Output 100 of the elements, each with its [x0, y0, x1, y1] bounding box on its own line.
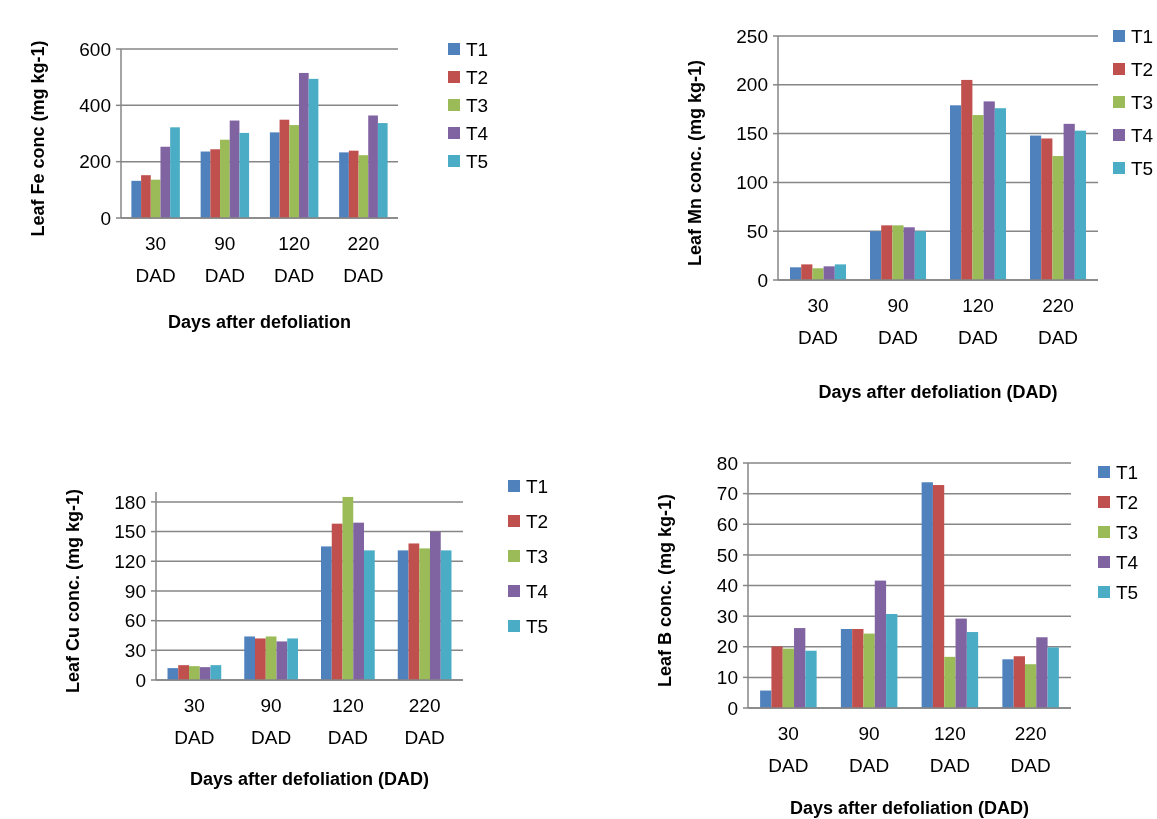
- y-tick-label: 70: [716, 483, 738, 505]
- bar: [812, 268, 824, 280]
- bar: [279, 119, 290, 218]
- bar: [131, 180, 142, 218]
- bar: [210, 149, 221, 218]
- legend-label: T1: [526, 475, 549, 497]
- bar: [955, 618, 967, 708]
- y-tick-label: 90: [124, 580, 146, 602]
- legend-label: T1: [466, 38, 489, 60]
- bar: [805, 650, 817, 708]
- bar: [794, 628, 806, 708]
- bar: [892, 225, 904, 280]
- bar: [289, 125, 299, 218]
- bar: [1063, 123, 1075, 280]
- y-tick-label: 0: [135, 669, 146, 691]
- bar: [771, 646, 783, 708]
- bar: [363, 550, 375, 680]
- y-axis-title: Leaf Mn conc. (mg kg-1): [685, 59, 705, 267]
- x-axis-title: Days after defoliation: [167, 312, 352, 332]
- bar: [834, 264, 846, 280]
- x-tick-label: 120 DAD: [327, 695, 368, 748]
- y-tick-label: 200: [79, 151, 111, 173]
- y-tick-label: 50: [716, 544, 738, 566]
- bar: [342, 496, 354, 680]
- bar: [870, 231, 882, 280]
- bar: [276, 641, 288, 680]
- bar: [287, 638, 298, 680]
- y-tick-label: 20: [716, 636, 738, 658]
- bar: [308, 78, 319, 218]
- x-tick-label: 30 DAD: [135, 233, 176, 286]
- bar: [353, 522, 364, 680]
- y-tick-label: 200: [736, 74, 768, 96]
- y-axis-title: Leaf B conc. (mg kg-1): [655, 493, 675, 688]
- bar: [1047, 647, 1059, 708]
- bar: [210, 665, 222, 680]
- legend-label: T2: [1131, 58, 1154, 80]
- y-tick-label: 150: [736, 123, 768, 145]
- bar: [782, 648, 795, 708]
- bar: [950, 105, 962, 280]
- bar: [321, 546, 332, 680]
- y-axis-title: Leaf Fe conc (mg kg-1): [28, 40, 48, 237]
- legend-label: T4: [1131, 124, 1154, 146]
- x-tick-label: 30 DAD: [174, 695, 215, 748]
- bar: [886, 613, 898, 708]
- bar: [874, 580, 887, 708]
- x-tick-label: 220 DAD: [404, 695, 445, 748]
- bar: [358, 155, 369, 218]
- legend-label: T1: [1131, 25, 1154, 47]
- bar: [1030, 135, 1042, 280]
- y-tick-label: 40: [716, 575, 738, 597]
- legend-label: T3: [526, 545, 549, 567]
- legend-label: T3: [466, 94, 489, 116]
- bar: [863, 633, 875, 708]
- bar: [348, 150, 359, 218]
- bar: [368, 115, 378, 218]
- bar: [220, 139, 230, 218]
- bar: [189, 666, 200, 680]
- bar: [1002, 659, 1014, 708]
- bar: [141, 175, 151, 218]
- bar: [994, 108, 1006, 280]
- y-axis-title: Leaf Cu conc. (mg kg-1): [63, 488, 83, 694]
- bar: [269, 132, 280, 218]
- x-tick-label: 120 DAD: [274, 233, 315, 286]
- bar: [408, 543, 420, 680]
- bar: [1013, 656, 1025, 708]
- y-tick-label: 250: [736, 25, 768, 47]
- bar: [972, 115, 984, 280]
- legend-label: T5: [466, 150, 489, 172]
- y-tick-label: 180: [114, 491, 146, 513]
- bar: [265, 636, 277, 680]
- legend-label: T3: [1131, 91, 1154, 113]
- legend-label: T2: [466, 66, 489, 88]
- bar: [298, 72, 309, 218]
- legend-label: T5: [1131, 157, 1154, 179]
- bar: [430, 531, 441, 680]
- legend-label: T4: [466, 122, 489, 144]
- bar: [903, 227, 915, 280]
- x-tick-label: 30 DAD: [768, 723, 809, 776]
- legend-label: T1: [1116, 461, 1139, 483]
- bar: [852, 628, 864, 708]
- y-tick-label: 50: [746, 220, 768, 242]
- legend-label: T2: [526, 510, 549, 532]
- x-tick-label: 30 DAD: [797, 295, 839, 348]
- bar: [178, 665, 189, 680]
- bar: [170, 127, 180, 218]
- bar: [419, 548, 430, 680]
- y-tick-label: 80: [716, 452, 738, 474]
- bar: [397, 550, 409, 680]
- y-tick-label: 60: [716, 513, 738, 535]
- x-tick-label: 90 DAD: [204, 233, 245, 286]
- bar: [914, 231, 926, 280]
- legend-label: T2: [1116, 491, 1139, 513]
- x-tick-label: 90 DAD: [877, 295, 919, 348]
- bar: [229, 120, 240, 218]
- y-tick-label: 60: [124, 610, 146, 632]
- x-tick-label: 220 DAD: [343, 233, 384, 286]
- x-axis-title: Days after defoliation (DAD): [818, 382, 1058, 402]
- bar: [150, 179, 161, 218]
- bar: [244, 636, 256, 680]
- y-tick-label: 100: [736, 172, 768, 194]
